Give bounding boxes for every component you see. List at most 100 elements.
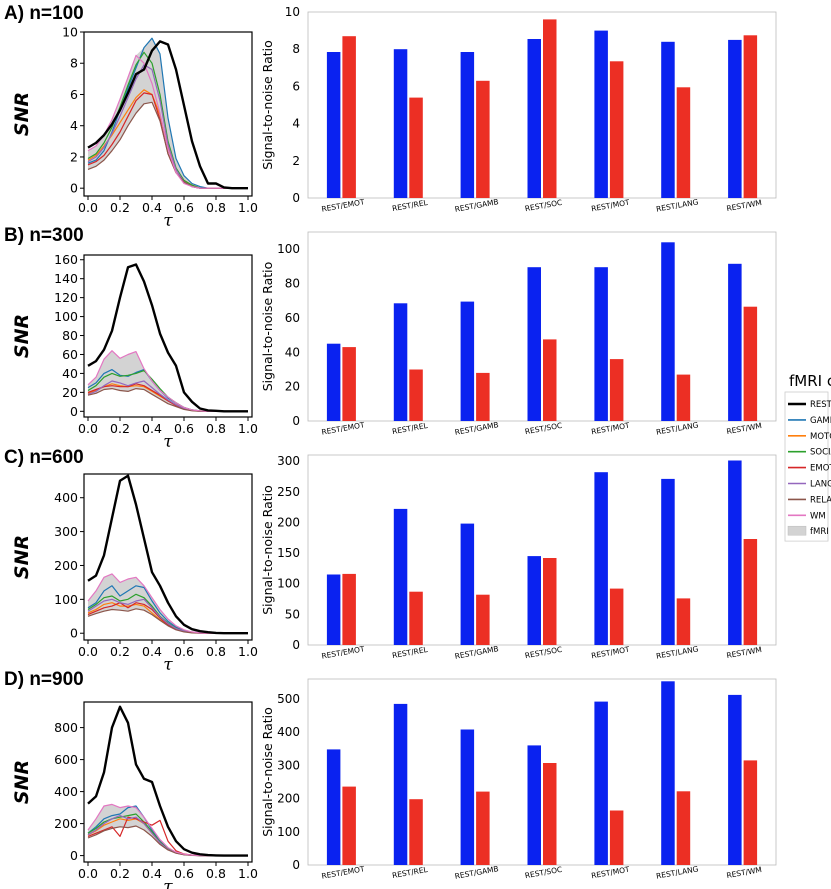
x-tick-label: 1.0 xyxy=(238,421,258,436)
panel-label: A) n=100 xyxy=(4,3,84,24)
legend-label: fMRI task SNR Regime xyxy=(810,527,831,537)
line-plot-frame xyxy=(83,473,253,641)
bar-task-rest-emot xyxy=(342,347,356,421)
legend-entry-social: SOCIAL xyxy=(788,448,831,458)
bar-task-rest-emot xyxy=(342,573,356,645)
bar-task-rest-mot xyxy=(609,588,624,645)
bar-task-rest-mot xyxy=(609,810,624,865)
panel-c-n-600: C) n=600 0.0 0.2 0.4 0.6 0.8 1.0 0 100 200 300 400 S… xyxy=(4,447,777,675)
category-label: REST/EMOT xyxy=(321,197,366,213)
bar-task-rest-rel xyxy=(409,97,423,198)
bar-rest-rest-wm xyxy=(728,460,742,645)
bar-rest-rest-wm xyxy=(728,39,742,199)
bar-task-rest-gamb xyxy=(476,594,490,645)
y-tick-label: 100 xyxy=(54,309,78,324)
category-label: REST/LANG xyxy=(655,644,699,660)
x-tick-label: 0.2 xyxy=(110,421,130,436)
bar-rest-rest-wm xyxy=(728,694,742,865)
bar-plot-frame xyxy=(307,678,777,866)
legend-label: SOCIAL xyxy=(810,448,831,458)
category-label: REST/EMOT xyxy=(321,420,366,436)
y-tick-label: 0 xyxy=(70,848,78,863)
panel-label: D) n=900 xyxy=(4,669,84,690)
line-plot-area xyxy=(87,705,248,857)
category-label: REST/REL xyxy=(391,421,429,436)
x-tick-label: 0.4 xyxy=(142,421,162,436)
bar-task-rest-gamb xyxy=(476,791,490,865)
category-label: REST/LANG xyxy=(655,197,699,213)
x-tick-label: 0.6 xyxy=(174,421,194,436)
bar-y-tick-label: 40 xyxy=(285,345,300,359)
category-label: REST/LANG xyxy=(655,420,699,436)
legend-label: WM xyxy=(810,511,826,521)
legend-label: GAMBLING xyxy=(810,416,831,426)
y-tick-label: 20 xyxy=(62,385,78,400)
legend-entry-language: LANGUAGE xyxy=(788,480,831,490)
snr-axis-label: SNR xyxy=(11,314,33,358)
series-line-rest1 xyxy=(87,705,248,857)
legend-entry-motor: MOTOR xyxy=(788,432,831,442)
bar-rest-rest-rel xyxy=(393,303,408,421)
legend-entry-fmri-task-snr-regime: fMRI task SNR Regime xyxy=(787,525,831,537)
snr-axis-label: SNR xyxy=(11,760,33,804)
bar-task-rest-rel xyxy=(409,799,423,865)
category-label: REST/WM xyxy=(726,865,763,880)
bar-y-tick-label: 250 xyxy=(277,485,300,499)
category-label: REST/GAMB xyxy=(454,197,499,214)
legend-box xyxy=(784,391,829,542)
bar-y-tick-label: 400 xyxy=(277,725,300,739)
legend: fMRI conditions REST1 GAMBLING MOTOR SOCIAL E… xyxy=(784,372,831,542)
bar-y-tick-label: 60 xyxy=(285,311,300,325)
bar-task-rest-mot xyxy=(609,359,624,421)
x-tick-label: 0.8 xyxy=(206,866,226,881)
category-label: REST/MOT xyxy=(591,865,631,881)
bar-task-rest-soc xyxy=(543,763,557,865)
legend-entry-emotion: EMOTION xyxy=(788,464,831,474)
y-tick-label: 4 xyxy=(70,118,78,133)
bar-rest-rest-emot xyxy=(326,749,341,865)
bar-rest-rest-rel xyxy=(393,49,408,199)
x-tick-label: 0.2 xyxy=(110,200,130,215)
bar-y-tick-label: 300 xyxy=(277,454,300,468)
legend-title: fMRI conditions xyxy=(789,372,831,390)
bar-task-rest-lang xyxy=(676,374,691,421)
bar-plot-frame xyxy=(307,454,777,646)
x-tick-label: 0.4 xyxy=(142,644,162,659)
bar-task-rest-wm xyxy=(743,539,758,645)
line-plot-area xyxy=(87,37,248,190)
bar-rest-rest-gamb xyxy=(460,729,475,865)
bar-plot-frame xyxy=(307,231,777,422)
bar-y-tick-label: 0 xyxy=(292,638,300,652)
bar-rest-rest-soc xyxy=(527,556,541,645)
series-line-wm xyxy=(87,54,248,189)
bar-task-rest-emot xyxy=(342,786,356,865)
x-tick-label: 1.0 xyxy=(238,866,258,881)
x-tick-label: 1.0 xyxy=(238,200,258,215)
category-label: REST/REL xyxy=(391,198,429,213)
bar-rest-rest-rel xyxy=(393,703,408,865)
legend-entry-gambling: GAMBLING xyxy=(788,416,831,426)
y-tick-label: 0 xyxy=(70,181,78,196)
y-tick-label: 800 xyxy=(54,720,78,735)
bar-rest-rest-gamb xyxy=(460,523,475,645)
bar-task-rest-soc xyxy=(543,558,557,645)
category-label: REST/WM xyxy=(726,421,763,436)
tau-axis-label: τ xyxy=(163,211,173,231)
x-tick-label: 0.0 xyxy=(78,200,98,215)
x-tick-label: 0.0 xyxy=(78,644,98,659)
x-tick-label: 0.0 xyxy=(78,421,98,436)
category-label: REST/EMOT xyxy=(321,864,366,880)
y-tick-label: 400 xyxy=(54,490,78,505)
bar-task-rest-gamb xyxy=(476,372,490,421)
task-snr-regime-band xyxy=(88,573,248,634)
x-tick-label: 0.8 xyxy=(206,200,226,215)
tau-axis-label: τ xyxy=(163,432,173,452)
x-tick-label: 0.0 xyxy=(78,866,98,881)
bar-task-rest-lang xyxy=(676,87,691,198)
snr-bar-chart: REST/EMOT REST/REL REST/GAMB REST/SOC REST/M… xyxy=(260,678,777,881)
panel-label: C) n=600 xyxy=(4,447,84,468)
category-label: REST/EMOT xyxy=(321,644,366,660)
bar-rest-rest-soc xyxy=(527,267,541,421)
line-plot-frame xyxy=(83,31,253,197)
y-tick-label: 60 xyxy=(62,347,78,362)
